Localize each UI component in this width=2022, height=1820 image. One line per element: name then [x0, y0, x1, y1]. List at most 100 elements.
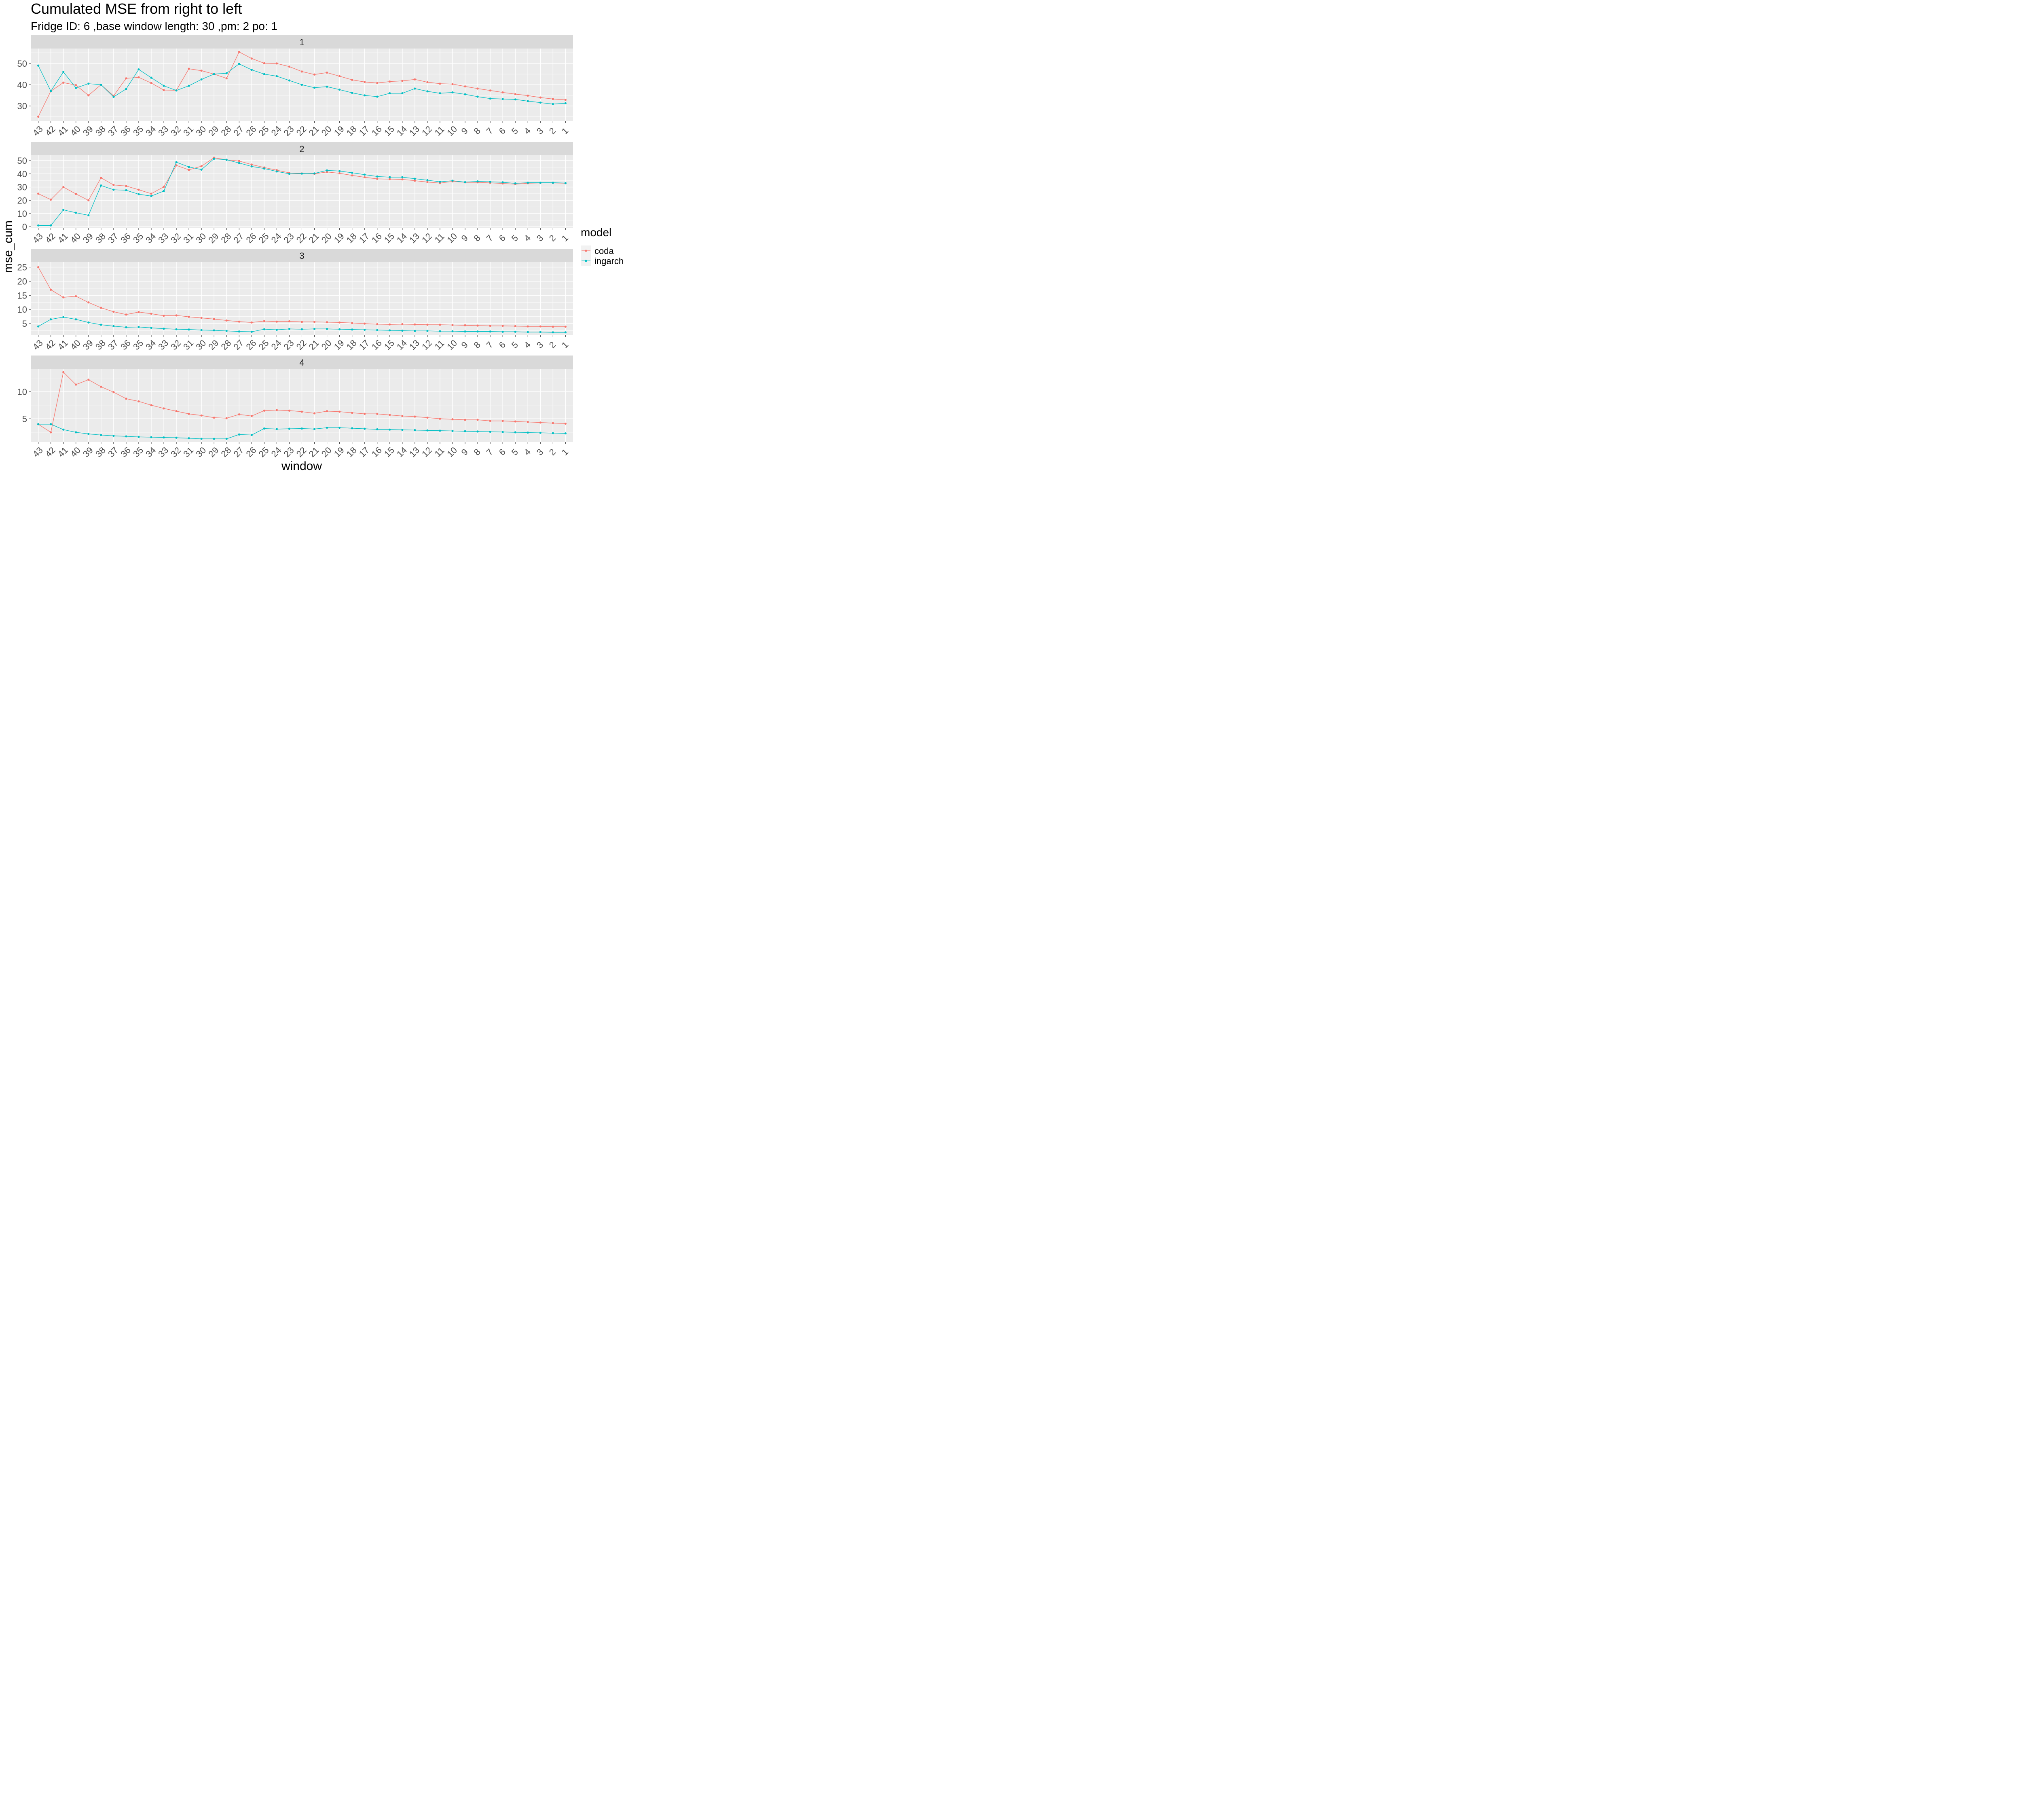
x-tick-label: 15	[382, 338, 396, 352]
data-point-ingarch	[552, 331, 554, 334]
data-point-coda	[527, 94, 529, 97]
x-tick-label: 31	[181, 231, 195, 245]
data-point-ingarch	[112, 95, 115, 98]
data-point-ingarch	[552, 103, 554, 106]
x-tick-label: 23	[282, 231, 296, 245]
data-point-coda	[338, 75, 341, 78]
x-tick-label: 37	[106, 338, 120, 352]
data-point-coda	[489, 89, 491, 92]
data-point-ingarch	[137, 326, 140, 328]
data-point-coda	[100, 307, 102, 309]
data-point-ingarch	[376, 95, 379, 98]
data-point-ingarch	[250, 330, 253, 333]
x-tick-label: 8	[472, 340, 482, 350]
data-point-ingarch	[401, 176, 404, 178]
data-point-ingarch	[238, 433, 240, 436]
data-point-coda	[552, 98, 554, 100]
data-point-ingarch	[476, 180, 479, 183]
data-point-coda	[539, 325, 541, 328]
x-tick-label: 14	[395, 124, 409, 138]
data-point-coda	[288, 320, 291, 323]
data-point-ingarch	[338, 328, 341, 330]
x-tick-label: 7	[484, 126, 495, 136]
x-tick-label: 10	[445, 338, 459, 352]
data-point-coda	[263, 409, 265, 412]
data-point-coda	[125, 313, 127, 316]
facet-panel-2: 2010203040504342414039383736353433323130…	[17, 142, 573, 245]
data-point-ingarch	[275, 428, 278, 430]
data-point-coda	[163, 186, 165, 188]
x-tick-label: 26	[244, 338, 258, 352]
x-tick-label: 37	[106, 445, 120, 459]
x-tick-label: 30	[194, 445, 208, 459]
data-point-coda	[200, 70, 203, 72]
data-point-ingarch	[552, 182, 554, 184]
x-tick-label: 2	[547, 126, 558, 136]
data-point-ingarch	[476, 430, 479, 433]
data-point-coda	[238, 160, 240, 162]
data-point-ingarch	[163, 85, 165, 87]
data-point-ingarch	[175, 328, 178, 330]
data-point-ingarch	[225, 159, 228, 161]
data-point-ingarch	[75, 212, 77, 214]
data-point-ingarch	[200, 438, 203, 440]
x-tick-label: 22	[294, 231, 309, 245]
x-tick-label: 9	[459, 447, 470, 457]
data-point-ingarch	[401, 329, 404, 332]
x-tick-label: 14	[395, 445, 409, 459]
data-point-ingarch	[501, 431, 504, 433]
data-point-coda	[351, 174, 353, 177]
x-tick-label: 32	[169, 231, 183, 245]
x-tick-label: 11	[433, 231, 446, 245]
data-point-coda	[175, 164, 178, 167]
y-tick-label: 40	[17, 80, 27, 90]
data-point-ingarch	[527, 431, 529, 434]
x-tick-label: 13	[407, 231, 421, 245]
x-tick-label: 11	[433, 445, 446, 459]
data-point-coda	[238, 51, 240, 53]
data-point-coda	[326, 321, 328, 324]
data-point-coda	[564, 326, 567, 328]
data-point-ingarch	[213, 329, 215, 332]
data-point-coda	[300, 411, 303, 413]
x-tick-label: 8	[472, 126, 482, 136]
data-point-coda	[188, 315, 190, 318]
data-point-coda	[250, 321, 253, 324]
data-point-coda	[188, 413, 190, 415]
data-point-ingarch	[489, 97, 491, 100]
data-point-ingarch	[489, 330, 491, 333]
data-point-ingarch	[389, 92, 391, 95]
data-point-coda	[62, 296, 65, 298]
data-point-ingarch	[137, 193, 140, 195]
data-point-ingarch	[564, 182, 567, 184]
data-point-ingarch	[326, 328, 328, 330]
data-point-coda	[401, 80, 404, 82]
data-point-coda	[426, 324, 429, 326]
x-tick-label: 29	[206, 231, 220, 245]
x-tick-label: 43	[31, 124, 45, 138]
data-point-ingarch	[300, 328, 303, 330]
x-tick-label: 38	[93, 124, 108, 138]
facet-strip-label: 1	[299, 37, 304, 47]
x-tick-label: 19	[332, 231, 346, 245]
x-tick-label: 26	[244, 445, 258, 459]
data-point-coda	[62, 81, 65, 84]
data-point-coda	[539, 96, 541, 99]
data-point-ingarch	[414, 429, 416, 432]
data-point-ingarch	[564, 432, 567, 435]
x-tick-label: 4	[522, 233, 533, 243]
x-tick-label: 11	[433, 338, 446, 352]
x-tick-label: 30	[194, 124, 208, 138]
data-point-ingarch	[313, 428, 316, 430]
y-tick-label: 10	[17, 387, 27, 397]
data-point-ingarch	[225, 330, 228, 332]
data-point-coda	[364, 176, 366, 178]
data-point-ingarch	[451, 180, 454, 182]
data-point-ingarch	[263, 328, 265, 330]
x-tick-label: 17	[357, 338, 371, 352]
x-tick-label: 35	[131, 445, 145, 459]
x-tick-label: 2	[547, 340, 558, 350]
data-point-ingarch	[489, 180, 491, 183]
data-point-coda	[351, 322, 353, 324]
x-tick-label: 10	[445, 445, 459, 459]
